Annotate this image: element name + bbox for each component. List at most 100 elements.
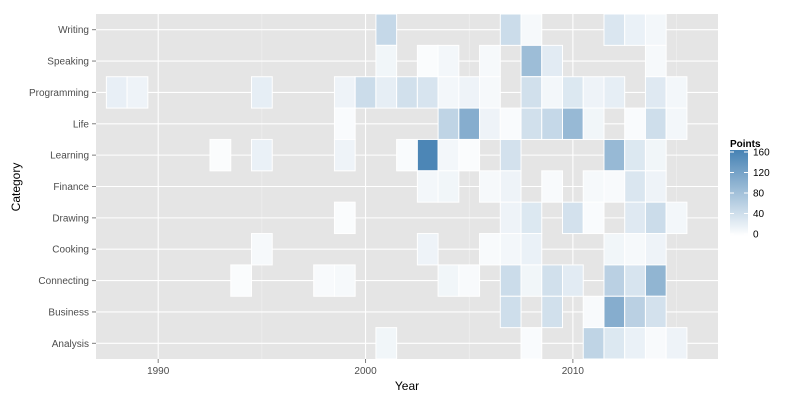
x-axis-title: Year (395, 379, 419, 393)
heatmap-cell (333, 76, 356, 109)
x-axis-ticks: 1990 2000 2010 (147, 359, 584, 377)
heatmap-cell (624, 201, 646, 235)
heatmap-cell (499, 295, 522, 329)
heatmap-cell (479, 233, 501, 266)
heatmap-cell (479, 76, 501, 109)
heatmap-cell (520, 13, 543, 46)
heatmap-cell (541, 264, 563, 297)
heatmap-cell (458, 76, 481, 109)
heatmap-cell (396, 76, 418, 109)
y-tick-label: Analysis (52, 339, 89, 350)
heatmap-cell (251, 76, 273, 109)
y-axis-ticks: Analysis Business Connecting Cooking Drawing… (29, 25, 96, 350)
heatmap-cell (603, 76, 626, 109)
heatmap-cell (603, 13, 626, 46)
heatmap-cell (499, 201, 522, 235)
heatmap-cell (644, 233, 667, 266)
heatmap-cell (375, 327, 398, 360)
heatmap-cell (499, 138, 522, 172)
heatmap-cell (499, 264, 522, 297)
heatmap-cell (603, 264, 626, 297)
heatmap-cell (520, 327, 543, 360)
heatmap-cell (105, 76, 128, 109)
heatmap-cell (624, 264, 646, 297)
heatmap-cell (644, 13, 667, 46)
legend-tick-label: 160 (753, 148, 770, 159)
heatmap-cell (541, 76, 563, 109)
heatmap-cell (644, 201, 667, 235)
legend-tick-label: 120 (753, 168, 770, 179)
heatmap-cell (375, 76, 398, 109)
heatmap-cell (333, 138, 356, 172)
x-tick-label: 2010 (562, 366, 585, 377)
legend-ticks: 0 40 80 120 160 (730, 148, 770, 241)
heatmap-cell (582, 76, 605, 109)
heatmap-cell (562, 264, 584, 297)
heatmap-cell (333, 201, 356, 235)
heatmap-cell (624, 233, 646, 266)
heatmap-cell (520, 264, 543, 297)
heatmap-cell (624, 327, 646, 360)
y-tick-label: Connecting (38, 276, 89, 287)
legend-tick-label: 80 (753, 189, 765, 200)
heatmap-cell (251, 233, 273, 266)
heatmap-cell (437, 107, 460, 140)
heatmap-cell (582, 107, 605, 140)
heatmap-cell (375, 13, 398, 46)
heatmap-cell (562, 107, 584, 140)
heatmap-cells (105, 13, 688, 360)
heatmap-cell (603, 170, 626, 203)
heatmap-cell (230, 264, 252, 297)
x-tick-label: 1990 (147, 366, 170, 377)
heatmap-cell (603, 138, 626, 172)
legend-tick-label: 0 (753, 230, 759, 241)
heatmap-cell (644, 138, 667, 172)
heatmap-cell (541, 44, 563, 78)
heatmap-cell (520, 107, 543, 140)
heatmap-cell (437, 170, 460, 203)
heatmap-cell (665, 201, 688, 235)
heatmap-cell (479, 107, 501, 140)
heatmap-cell (313, 264, 335, 297)
heatmap-cell (126, 76, 149, 109)
y-tick-label: Writing (58, 25, 89, 36)
heatmap-cell (624, 13, 646, 46)
heatmap-cell (644, 264, 667, 297)
heatmap-cell (416, 233, 439, 266)
heatmap-cell (416, 44, 439, 78)
heatmap-cell (458, 107, 481, 140)
heatmap-cell (416, 138, 439, 172)
heatmap-cell (541, 295, 563, 329)
heatmap-cell (541, 170, 563, 203)
heatmap-cell (209, 138, 232, 172)
y-tick-label: Life (73, 119, 90, 130)
heatmap-cell (644, 107, 667, 140)
heatmap-cell (333, 264, 356, 297)
heatmap-cell (520, 201, 543, 235)
heatmap-cell (644, 295, 667, 329)
heatmap-cell (541, 107, 563, 140)
y-tick-label: Speaking (47, 57, 89, 68)
y-tick-label: Finance (53, 182, 89, 193)
y-tick-label: Business (48, 307, 89, 318)
heatmap-cell (624, 138, 646, 172)
y-tick-label: Cooking (52, 245, 89, 256)
legend-title: Points (730, 139, 761, 150)
heatmap-cell (562, 201, 584, 235)
heatmap-cell (665, 107, 688, 140)
heatmap-cell (479, 44, 501, 78)
legend: Points 0 40 80 120 160 (730, 139, 770, 241)
heatmap-cell (624, 170, 646, 203)
heatmap-cell (603, 327, 626, 360)
heatmap-cell (665, 76, 688, 109)
heatmap-cell (437, 138, 460, 172)
heatmap-cell (624, 107, 646, 140)
heatmap-cell (375, 44, 398, 78)
heatmap-cell (458, 264, 481, 297)
heatmap-cell (499, 233, 522, 266)
heatmap-cell (396, 138, 418, 172)
heatmap-cell (644, 44, 667, 78)
legend-colorbar (730, 150, 748, 236)
heatmap-cell (582, 170, 605, 203)
